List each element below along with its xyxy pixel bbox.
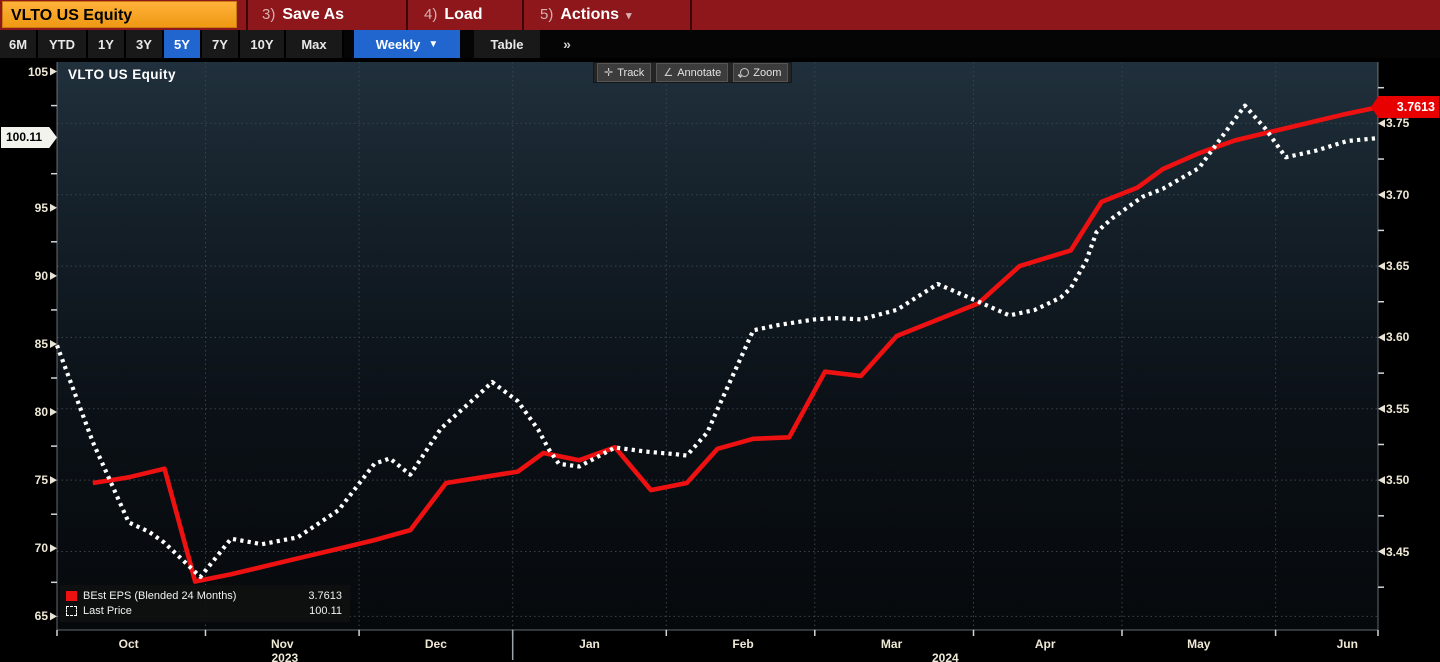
right-axis-label: 3.70 (1386, 187, 1410, 202)
month-label-nov: Nov (270, 637, 294, 651)
legend-row-last-price: Last Price 100.11 (66, 603, 342, 618)
right-major-tick (1378, 547, 1385, 556)
range-bar: 6M YTD 1Y 3Y 5Y 7Y 10Y Max Weekly ▼ Table » (0, 30, 1440, 58)
track-crosshair-icon: ✛ (604, 66, 614, 79)
range-tab-10y[interactable]: 10Y (240, 30, 286, 58)
month-label-may: May (1187, 637, 1211, 651)
red-series-swatch-icon (66, 590, 77, 601)
left-major-tick (50, 544, 57, 553)
right-axis-label: 3.65 (1386, 259, 1410, 274)
menu-divider (690, 0, 692, 30)
menu-divider (406, 0, 408, 30)
range-tab-3y[interactable]: 3Y (126, 30, 164, 58)
security-ticker-box[interactable]: VLTO US Equity (2, 1, 237, 28)
save-as-menu[interactable]: 3) Save As (262, 6, 345, 23)
chart-security-title: VLTO US Equity (68, 67, 176, 82)
left-major-tick (50, 408, 57, 417)
legend-row-eps: BEst EPS (Blended 24 Months) 3.7613 (66, 588, 342, 603)
periodicity-dropdown[interactable]: Weekly ▼ (354, 30, 460, 58)
chart-toolbar: ✛ Track ∠ Annotate Zoom (593, 62, 793, 83)
last-price-axis-tag: 100.11 (1, 127, 57, 148)
zoom-button[interactable]: Zoom (733, 63, 789, 82)
right-axis-label: 3.55 (1386, 401, 1410, 416)
right-axis-label: 3.75 (1386, 116, 1410, 131)
price-chart-canvas[interactable] (0, 58, 1440, 662)
year-label-2023: 2023 (271, 651, 299, 662)
right-major-tick (1378, 404, 1385, 413)
month-label-jun: Jun (1336, 637, 1358, 651)
left-axis-label: 80 (34, 405, 48, 420)
left-axis-label: 70 (34, 541, 48, 556)
range-tab-7y[interactable]: 7Y (202, 30, 240, 58)
load-menu[interactable]: 4) Load (424, 6, 483, 23)
chart-panel: VLTO US Equity ✛ Track ∠ Annotate Zoom 1… (0, 58, 1440, 662)
right-axis-label: 3.60 (1386, 330, 1410, 345)
chart-legend: BEst EPS (Blended 24 Months) 3.7613 Last… (60, 585, 350, 622)
month-label-mar: Mar (880, 637, 903, 651)
year-label-2024: 2024 (931, 651, 959, 662)
left-axis-label: 90 (34, 268, 48, 283)
menu-number: 3) (262, 6, 276, 23)
dropdown-caret-icon: ▾ (626, 10, 632, 22)
zoom-magnifier-icon (740, 68, 750, 77)
annotate-button[interactable]: ∠ Annotate (656, 63, 729, 82)
left-major-tick (50, 67, 57, 76)
month-label-oct: Oct (118, 637, 139, 651)
dotted-series-swatch-icon (66, 605, 77, 616)
last-price-line-series (55, 103, 1379, 579)
chevron-down-icon: ▼ (428, 38, 439, 50)
left-major-tick (50, 612, 57, 621)
range-tab-6m[interactable]: 6M (0, 30, 38, 58)
month-label-jan: Jan (579, 637, 600, 651)
track-button[interactable]: ✛ Track (597, 63, 652, 82)
right-axis-label: 3.50 (1386, 473, 1410, 488)
range-tab-5y[interactable]: 5Y (164, 30, 202, 58)
right-major-tick (1378, 262, 1385, 271)
month-label-dec: Dec (424, 637, 447, 651)
table-button[interactable]: Table (474, 30, 540, 58)
range-tab-ytd[interactable]: YTD (38, 30, 88, 58)
plot-background (57, 62, 1378, 630)
menu-bar: VLTO US Equity 3) Save As 4) Load 5) Action… (0, 0, 1440, 30)
left-axis-label: 65 (34, 609, 48, 624)
right-major-tick (1378, 333, 1385, 342)
right-major-tick (1378, 119, 1385, 128)
left-axis-label: 95 (34, 200, 48, 215)
actions-menu[interactable]: 5) Actions ▾ (540, 6, 632, 23)
month-label-feb: Feb (732, 637, 754, 651)
left-axis-label: 105 (27, 64, 48, 79)
menu-divider (522, 0, 524, 30)
right-axis-label: 3.45 (1386, 544, 1410, 559)
menu-divider (246, 0, 248, 30)
right-major-tick (1378, 190, 1385, 199)
annotate-pencil-icon: ∠ (663, 66, 674, 79)
range-tab-1y[interactable]: 1Y (88, 30, 126, 58)
left-axis-label: 85 (34, 336, 48, 351)
left-major-tick (50, 203, 57, 212)
left-major-tick (50, 271, 57, 280)
left-major-tick (50, 339, 57, 348)
menu-number: 4) (424, 6, 438, 23)
eps-line-series (92, 104, 1379, 584)
month-label-apr: Apr (1034, 637, 1056, 651)
range-tab-max[interactable]: Max (286, 30, 344, 58)
left-axis-label: 75 (34, 473, 48, 488)
eps-value-axis-tag: 3.7613 (1371, 96, 1439, 118)
menu-number: 5) (540, 6, 554, 23)
right-major-tick (1378, 476, 1385, 485)
more-options-button[interactable]: » (552, 30, 582, 58)
left-major-tick (50, 476, 57, 485)
